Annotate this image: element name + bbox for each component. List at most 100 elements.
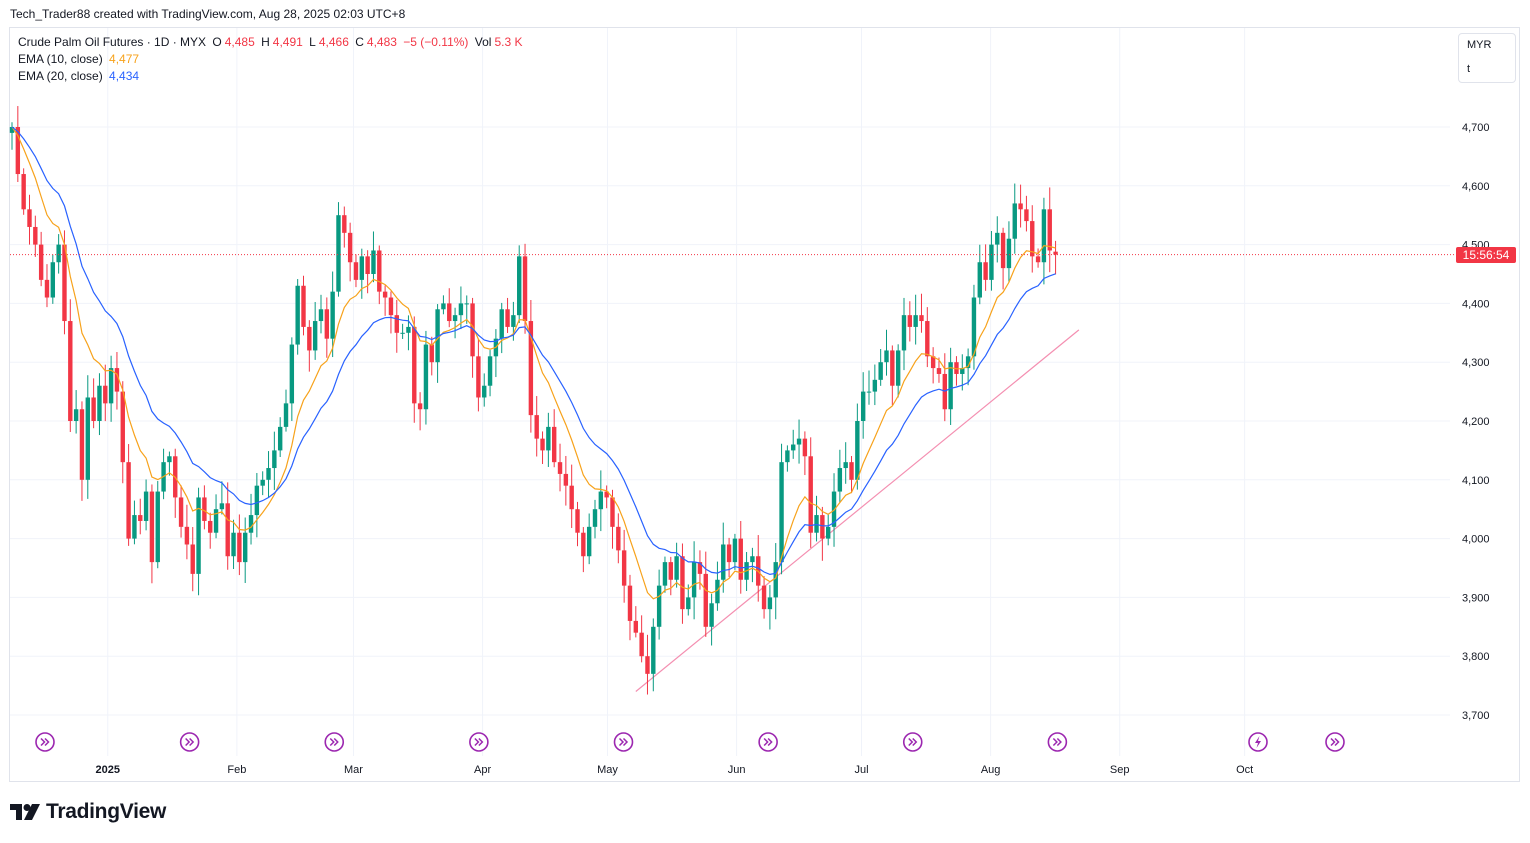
candle-down <box>703 551 708 637</box>
candle-down <box>633 606 639 638</box>
legend-symbol: Crude Palm Oil Futures · 1D · MYX <box>18 35 207 49</box>
candle-body <box>1030 221 1035 257</box>
candle-up <box>482 373 487 407</box>
candle-up <box>884 329 889 376</box>
candle-down <box>761 576 767 619</box>
candle-up <box>662 556 668 593</box>
candle-down <box>925 307 930 368</box>
legend-close-label: C <box>355 35 364 49</box>
candle-up <box>750 547 755 583</box>
unit-selector[interactable]: MYR t <box>1458 33 1516 83</box>
event-forward-icon[interactable] <box>1325 732 1345 752</box>
candle-body <box>569 485 574 510</box>
candle-up <box>73 390 79 434</box>
candle-body <box>91 397 96 421</box>
candle-down <box>907 301 913 342</box>
event-forward-icon[interactable] <box>35 732 55 752</box>
candle-body <box>9 127 15 133</box>
candle-down <box>412 316 417 423</box>
candle-up <box>97 373 102 436</box>
candle-body <box>196 497 201 574</box>
candle-body <box>960 368 965 374</box>
candle-down <box>178 485 184 538</box>
candle-body <box>505 309 510 327</box>
candle-down <box>103 364 108 422</box>
candle-up <box>196 487 201 596</box>
candle-up <box>272 431 277 490</box>
legend-high-value: 4,491 <box>272 35 303 49</box>
candle-body <box>796 438 802 445</box>
candle-body <box>365 256 370 274</box>
event-forward-icon[interactable] <box>1047 732 1068 752</box>
candle-up <box>773 543 778 620</box>
candle-body <box>517 256 522 316</box>
candle-body <box>656 585 662 627</box>
candle-down <box>534 396 539 457</box>
candle-down <box>44 264 50 308</box>
legend-low-label: L <box>309 35 316 49</box>
x-tick-label: Apr <box>474 764 491 776</box>
candle-body <box>820 515 825 539</box>
candle-up <box>715 561 720 611</box>
ema10-line <box>11 126 1056 600</box>
candle-body <box>534 415 539 439</box>
candle-down <box>808 437 813 548</box>
event-forward-icon[interactable] <box>758 732 778 752</box>
event-lightning-icon[interactable] <box>1248 732 1268 752</box>
candle-body <box>686 597 691 610</box>
candle-body <box>546 426 551 451</box>
candle-body <box>843 462 848 469</box>
x-tick-label: Feb <box>227 764 246 776</box>
candle-up <box>791 429 796 459</box>
candle-body <box>709 603 714 627</box>
candle-body <box>423 344 429 410</box>
event-forward-icon[interactable] <box>469 732 489 752</box>
candle-up <box>336 202 341 297</box>
event-forward-icon[interactable] <box>179 732 200 752</box>
legend-ema10-label: EMA (10, close) <box>18 52 103 66</box>
candle-up <box>960 354 965 391</box>
candle-body <box>551 426 557 463</box>
candle-body <box>441 303 446 310</box>
candle-body <box>721 544 726 580</box>
y-tick-label: 3,900 <box>1462 592 1490 604</box>
candle-body <box>371 250 376 274</box>
event-forward-icon[interactable] <box>324 732 345 752</box>
candle-body <box>779 462 784 563</box>
event-forward-icon[interactable] <box>613 732 634 752</box>
candle-down <box>557 443 563 492</box>
candle-down <box>954 356 959 386</box>
candle-body <box>989 244 994 280</box>
candle-body <box>254 485 260 516</box>
tradingview-logo[interactable]: TradingView <box>10 800 166 824</box>
candle-body <box>1006 238 1012 269</box>
candle-up <box>977 244 982 305</box>
x-tick-label: 2025 <box>96 764 120 776</box>
unit-label: t <box>1467 63 1471 75</box>
candle-up <box>779 443 784 575</box>
forward-glyph <box>329 737 339 747</box>
y-tick-label: 4,700 <box>1462 122 1490 134</box>
candle-body <box>388 297 394 316</box>
event-forward-icon[interactable] <box>902 732 923 752</box>
candle-down <box>936 357 942 383</box>
candle-body <box>1035 256 1041 263</box>
candle-down <box>1018 184 1023 228</box>
candle-down <box>983 244 988 291</box>
candle-up <box>161 448 166 500</box>
candle-up <box>546 412 551 467</box>
x-tick-label: Sep <box>1110 764 1130 776</box>
candle-body <box>1024 209 1029 222</box>
candle-body <box>44 279 50 298</box>
candle-body <box>120 391 125 463</box>
candle-body <box>1047 209 1052 251</box>
candle-body <box>15 127 21 175</box>
candle-body <box>901 315 907 351</box>
legend-close-value: 4,483 <box>366 35 397 49</box>
candle-body <box>691 562 697 598</box>
candle-body <box>126 462 131 539</box>
ema-layer <box>11 126 1056 600</box>
x-tick-label: May <box>597 764 618 776</box>
candle-up <box>359 248 364 299</box>
